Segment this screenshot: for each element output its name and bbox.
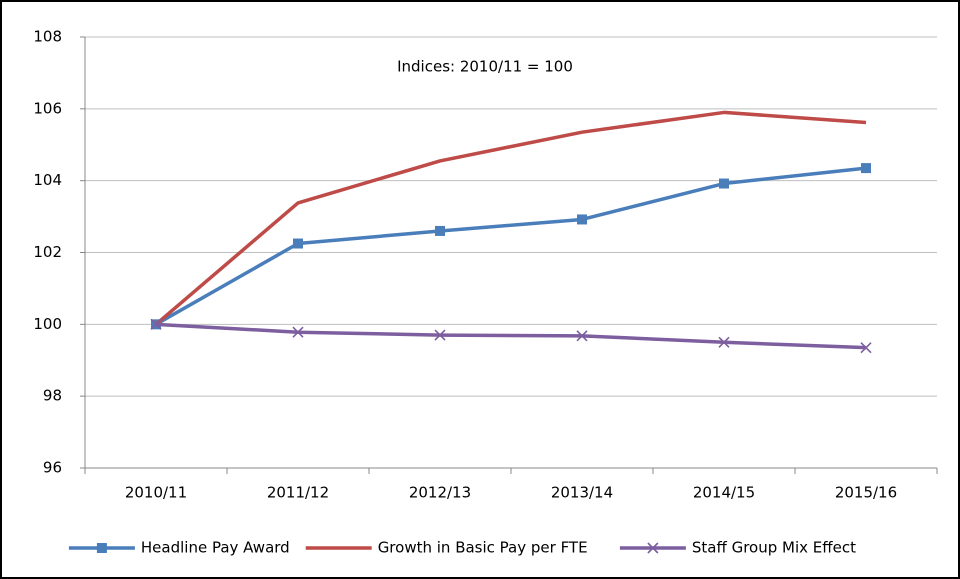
marker [719,178,729,189]
y-tick-label: 100 [33,315,62,333]
marker [150,318,162,330]
x-tick-label: 2011/12 [267,484,329,502]
marker [861,163,871,174]
marker [434,329,446,341]
marker [96,543,107,553]
y-tick-label: 96 [43,459,62,477]
legend-label: Growth in Basic Pay per FTE [378,539,588,557]
legend: Headline Pay Award Growth in Basic Pay pe… [68,539,856,557]
marker [293,238,303,249]
y-tick-label: 98 [43,387,62,405]
y-tick-label: 106 [33,99,62,117]
marker [718,336,730,348]
series-line [155,166,867,326]
x-tick-label: 2012/13 [409,484,471,502]
legend-label: Staff Group Mix Effect [692,539,856,557]
marker [647,542,659,554]
marker [435,225,445,236]
annotation: Indices: 2010/11 = 100 [397,58,573,76]
marker [577,214,587,225]
x-tick-label: 2015/16 [835,484,897,502]
y-tick-label: 104 [33,171,62,189]
y-tick-label: 108 [33,28,62,46]
marker [860,342,872,354]
series-line [155,322,867,350]
x-tick-label: 2014/15 [693,484,755,502]
legend-label: Headline Pay Award [141,539,290,557]
series-line [154,110,867,326]
x-tick-label: 2013/14 [551,484,613,502]
marker [576,330,588,342]
y-tick-label: 102 [33,243,62,261]
marker [292,326,304,338]
x-tick-label: 2010/11 [125,484,187,502]
